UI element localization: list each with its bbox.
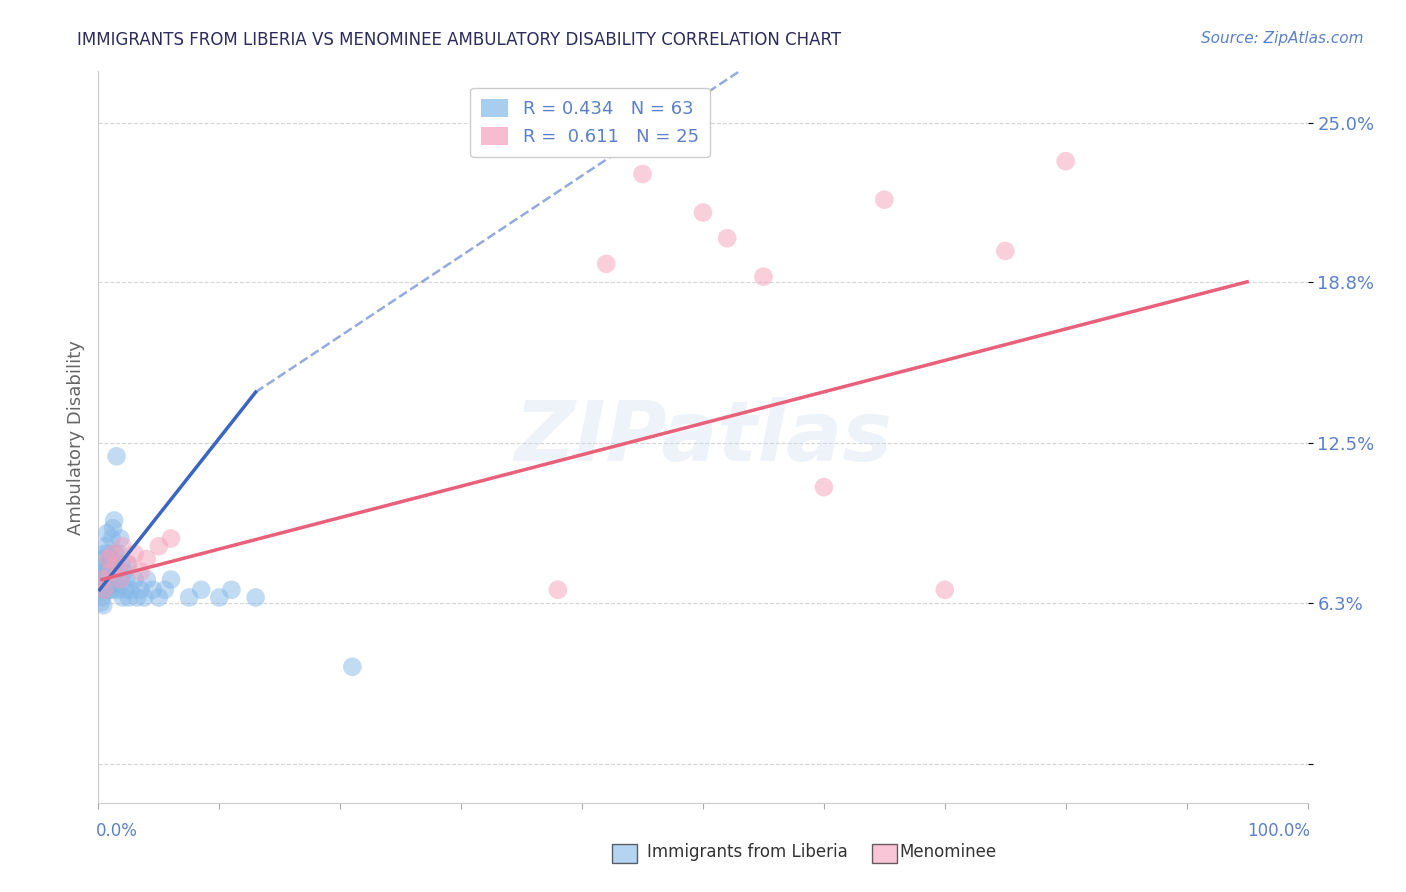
Text: 0.0%: 0.0% [96,822,138,839]
Point [90,565,112,579]
Point [124,547,146,561]
Text: IMMIGRANTS FROM LIBERIA VS MENOMINEE AMBULATORY DISABILITY CORRELATION CHART: IMMIGRANTS FROM LIBERIA VS MENOMINEE AMB… [77,31,841,49]
Point [100,532,122,546]
Point [96,582,118,597]
Point [91,582,114,597]
Point [142,582,165,597]
Point [103,557,125,571]
Point [111,591,134,605]
Point [91,547,114,561]
Point [96,526,118,541]
Y-axis label: Ambulatory Disability: Ambulatory Disability [66,340,84,534]
Point [94,573,117,587]
Point [101,547,124,561]
Point [208,591,231,605]
Point [101,521,124,535]
Point [110,557,132,571]
Point [342,660,364,674]
Point [114,582,136,597]
Point [90,596,112,610]
Point [221,582,243,597]
Point [631,167,654,181]
Point [91,591,114,605]
Point [108,573,131,587]
Text: Menominee: Menominee [900,843,997,861]
Point [752,269,775,284]
Point [105,450,128,464]
Point [934,582,956,597]
Point [89,582,111,597]
Point [93,582,115,597]
Point [96,557,118,571]
Point [91,577,114,591]
Text: Immigrants from Liberia: Immigrants from Liberia [647,843,848,861]
Point [93,582,115,597]
Point [716,231,738,245]
Point [135,573,157,587]
Point [100,565,122,579]
Point [117,557,139,571]
Point [595,257,617,271]
Point [148,591,170,605]
Text: 100.0%: 100.0% [1247,822,1310,839]
Point [118,591,141,605]
Point [813,480,835,494]
Point [90,577,112,591]
Point [111,539,134,553]
Point [100,573,122,587]
Point [97,552,120,566]
Text: Source: ZipAtlas.com: Source: ZipAtlas.com [1201,31,1364,46]
Point [135,552,157,566]
Point [97,565,120,579]
Point [94,539,117,553]
Point [120,582,142,597]
Point [124,573,146,587]
Point [108,532,131,546]
Point [105,565,128,579]
Point [100,565,122,579]
Point [127,591,149,605]
Point [101,582,124,597]
Point [118,557,141,571]
Point [91,570,114,584]
Point [148,539,170,553]
Point [103,514,125,528]
Point [245,591,267,605]
Point [93,565,115,579]
Point [547,582,569,597]
Point [190,582,212,597]
Point [107,582,129,597]
Point [1054,154,1077,169]
Point [873,193,896,207]
Legend: R = 0.434   N = 63, R =  0.611   N = 25: R = 0.434 N = 63, R = 0.611 N = 25 [470,87,710,157]
Point [97,577,120,591]
Point [91,573,114,587]
Point [129,565,152,579]
Text: ZIPatlas: ZIPatlas [515,397,891,477]
Point [129,582,152,597]
Point [100,552,122,566]
Point [104,577,127,591]
Point [91,598,114,612]
Point [93,552,115,566]
Point [104,547,127,561]
Point [112,565,135,579]
Point [98,582,121,597]
Point [179,591,201,605]
Point [134,591,156,605]
Point [692,205,714,219]
Point [115,573,138,587]
Point [89,573,111,587]
Point [153,582,176,597]
Point [98,557,121,571]
Point [160,573,183,587]
Point [994,244,1017,258]
Point [108,547,131,561]
Point [108,573,131,587]
Point [160,532,183,546]
Point [97,547,120,561]
Point [105,557,128,571]
